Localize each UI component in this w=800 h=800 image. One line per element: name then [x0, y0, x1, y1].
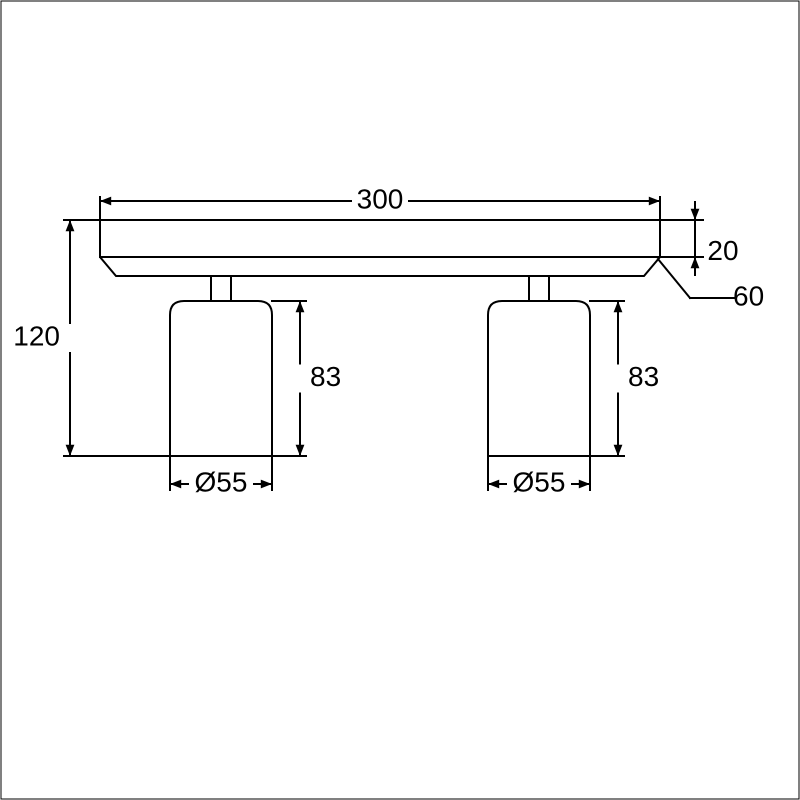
dim-dia55-right: Ø55: [513, 466, 566, 497]
frame: [1, 1, 799, 799]
dim-dia55-left: Ø55: [195, 466, 248, 497]
dim-300: 300: [357, 183, 404, 214]
dim-60: 60: [733, 280, 764, 311]
dim-83-left: 83: [310, 361, 341, 392]
dim-120: 120: [13, 320, 60, 351]
dim-20: 20: [707, 235, 738, 266]
dim-83-right: 83: [628, 361, 659, 392]
